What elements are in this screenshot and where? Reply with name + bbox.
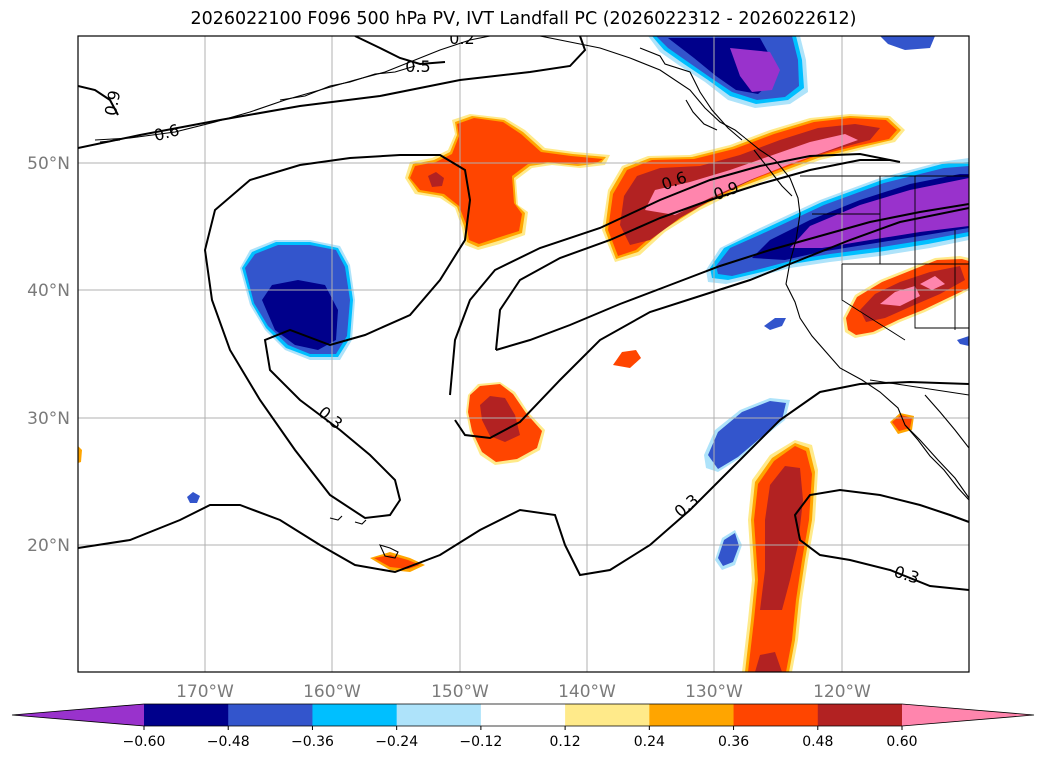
- lon-label-150w: 150°W: [431, 682, 489, 702]
- colorbar-segment: [481, 704, 566, 726]
- colorbar-tick-label: 0.48: [802, 734, 833, 750]
- lon-label-120w: 120°W: [813, 682, 871, 702]
- colorbar-segment: [649, 704, 734, 726]
- colorbar-tick-label: 0.60: [886, 734, 917, 750]
- colorbar-tick-label: 0.12: [550, 734, 581, 750]
- colorbar-tick-label: −0.60: [123, 734, 166, 750]
- colorbar-extend-max: [902, 704, 1034, 726]
- contour-label: 0.5: [405, 57, 430, 76]
- colorbar-segment: [312, 704, 397, 726]
- colorbar-segment: [397, 704, 482, 726]
- lat-label-50n: 50°N: [27, 154, 70, 174]
- colorbar-tick-label: −0.24: [375, 734, 418, 750]
- longitude-labels: 170°W 160°W 150°W 140°W 130°W 120°W: [176, 682, 871, 702]
- colorbar-tick-label: 0.24: [634, 734, 665, 750]
- colorbar-segment: [228, 704, 313, 726]
- colorbar-segment: [734, 704, 819, 726]
- lat-label-40n: 40°N: [27, 281, 70, 301]
- colorbar-tick-label: 0.36: [718, 734, 749, 750]
- colorbar-segment: [818, 704, 903, 726]
- lon-label-130w: 130°W: [685, 682, 743, 702]
- colorbar-extend-min: [12, 704, 144, 726]
- colorbar-tick-label: −0.36: [291, 734, 334, 750]
- contour-label: 0.2: [449, 29, 474, 48]
- colorbar: −0.60 −0.48 −0.36 −0.24 −0.12 0.12 0.24 0.36 0.4…: [12, 704, 1034, 750]
- lon-label-170w: 170°W: [176, 682, 234, 702]
- lon-label-160w: 160°W: [303, 682, 361, 702]
- latitude-labels: 50°N 40°N 30°N 20°N: [27, 154, 70, 556]
- colorbar-segment: [565, 704, 650, 726]
- lat-label-20n: 20°N: [27, 536, 70, 556]
- colorbar-segment: [144, 704, 229, 726]
- colorbar-tick-label: −0.12: [459, 734, 502, 750]
- lat-label-30n: 30°N: [27, 409, 70, 429]
- colorbar-tick-label: −0.48: [207, 734, 250, 750]
- lon-label-140w: 140°W: [558, 682, 616, 702]
